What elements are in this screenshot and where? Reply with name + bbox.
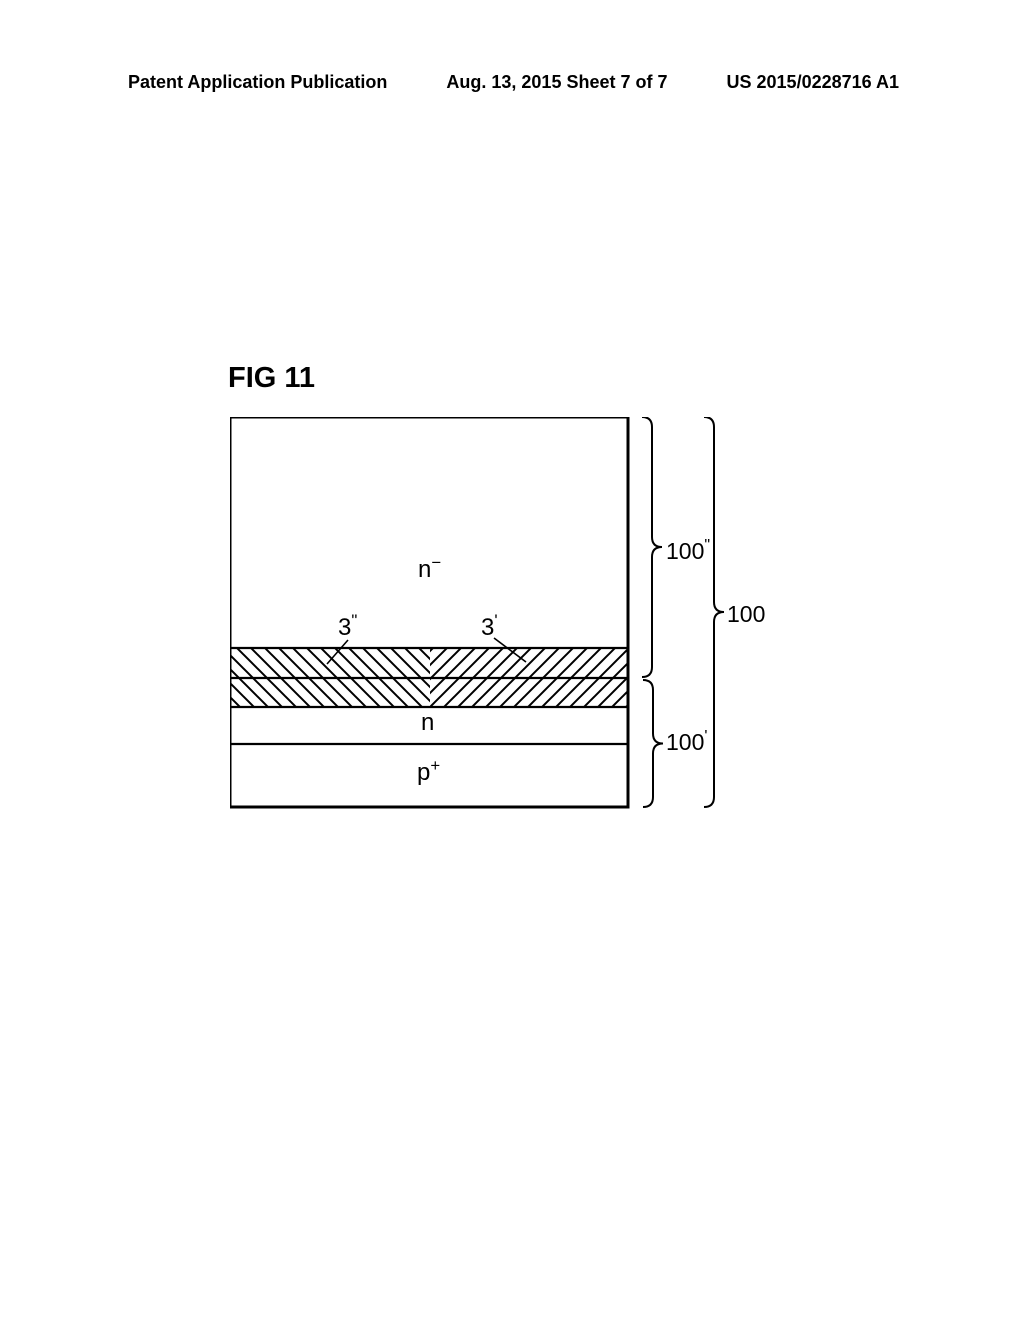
semiconductor-diagram: n−np+3"3'100"100100' [230, 417, 770, 837]
svg-text:100: 100 [727, 601, 765, 627]
header-publication: Patent Application Publication [128, 72, 387, 93]
svg-text:100": 100" [666, 536, 710, 564]
svg-text:100': 100' [666, 727, 707, 755]
figure-label: FIG 11 [228, 362, 315, 395]
header-doc-number: US 2015/0228716 A1 [727, 72, 899, 93]
header-date-sheet: Aug. 13, 2015 Sheet 7 of 7 [446, 72, 667, 93]
diagram-container: n−np+3"3'100"100100' [230, 417, 770, 842]
page-header: Patent Application Publication Aug. 13, … [0, 72, 1024, 93]
svg-text:n: n [421, 709, 434, 736]
